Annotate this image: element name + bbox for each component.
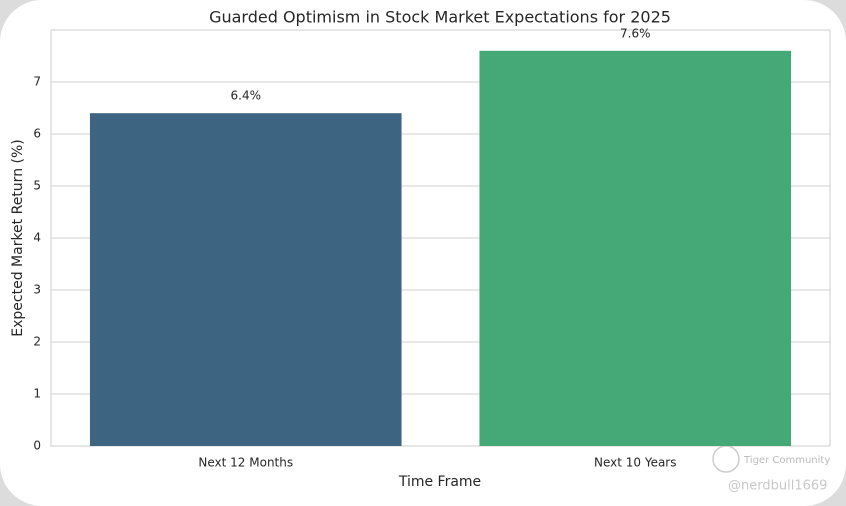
y-tick-label: 1 bbox=[33, 387, 41, 401]
y-tick-label: 6 bbox=[33, 127, 41, 141]
watermark-logo bbox=[712, 445, 740, 473]
chart-title: Guarded Optimism in Stock Market Expecta… bbox=[209, 8, 671, 27]
watermark-brand: Tiger Community bbox=[743, 455, 830, 466]
x-axis-label: Time Frame bbox=[398, 474, 481, 490]
bar bbox=[89, 113, 402, 446]
y-tick-label: 3 bbox=[33, 283, 41, 297]
plot-frame bbox=[50, 29, 831, 447]
value-label: 7.6% bbox=[620, 26, 651, 40]
y-tick-label: 5 bbox=[33, 179, 41, 193]
y-tick-label: 0 bbox=[33, 439, 41, 453]
y-axis-label: Expected Market Return (%) bbox=[10, 139, 26, 336]
bar bbox=[479, 50, 792, 447]
value-label: 6.4% bbox=[231, 89, 262, 103]
y-tick-label: 7 bbox=[33, 75, 41, 89]
x-tick-label: Next 12 Months bbox=[198, 456, 293, 470]
watermark-handle: @nerdbull1669 bbox=[728, 479, 827, 494]
y-tick-label: 2 bbox=[33, 335, 41, 349]
y-tick-label: 4 bbox=[33, 231, 41, 245]
x-tick-label: Next 10 Years bbox=[594, 456, 677, 470]
